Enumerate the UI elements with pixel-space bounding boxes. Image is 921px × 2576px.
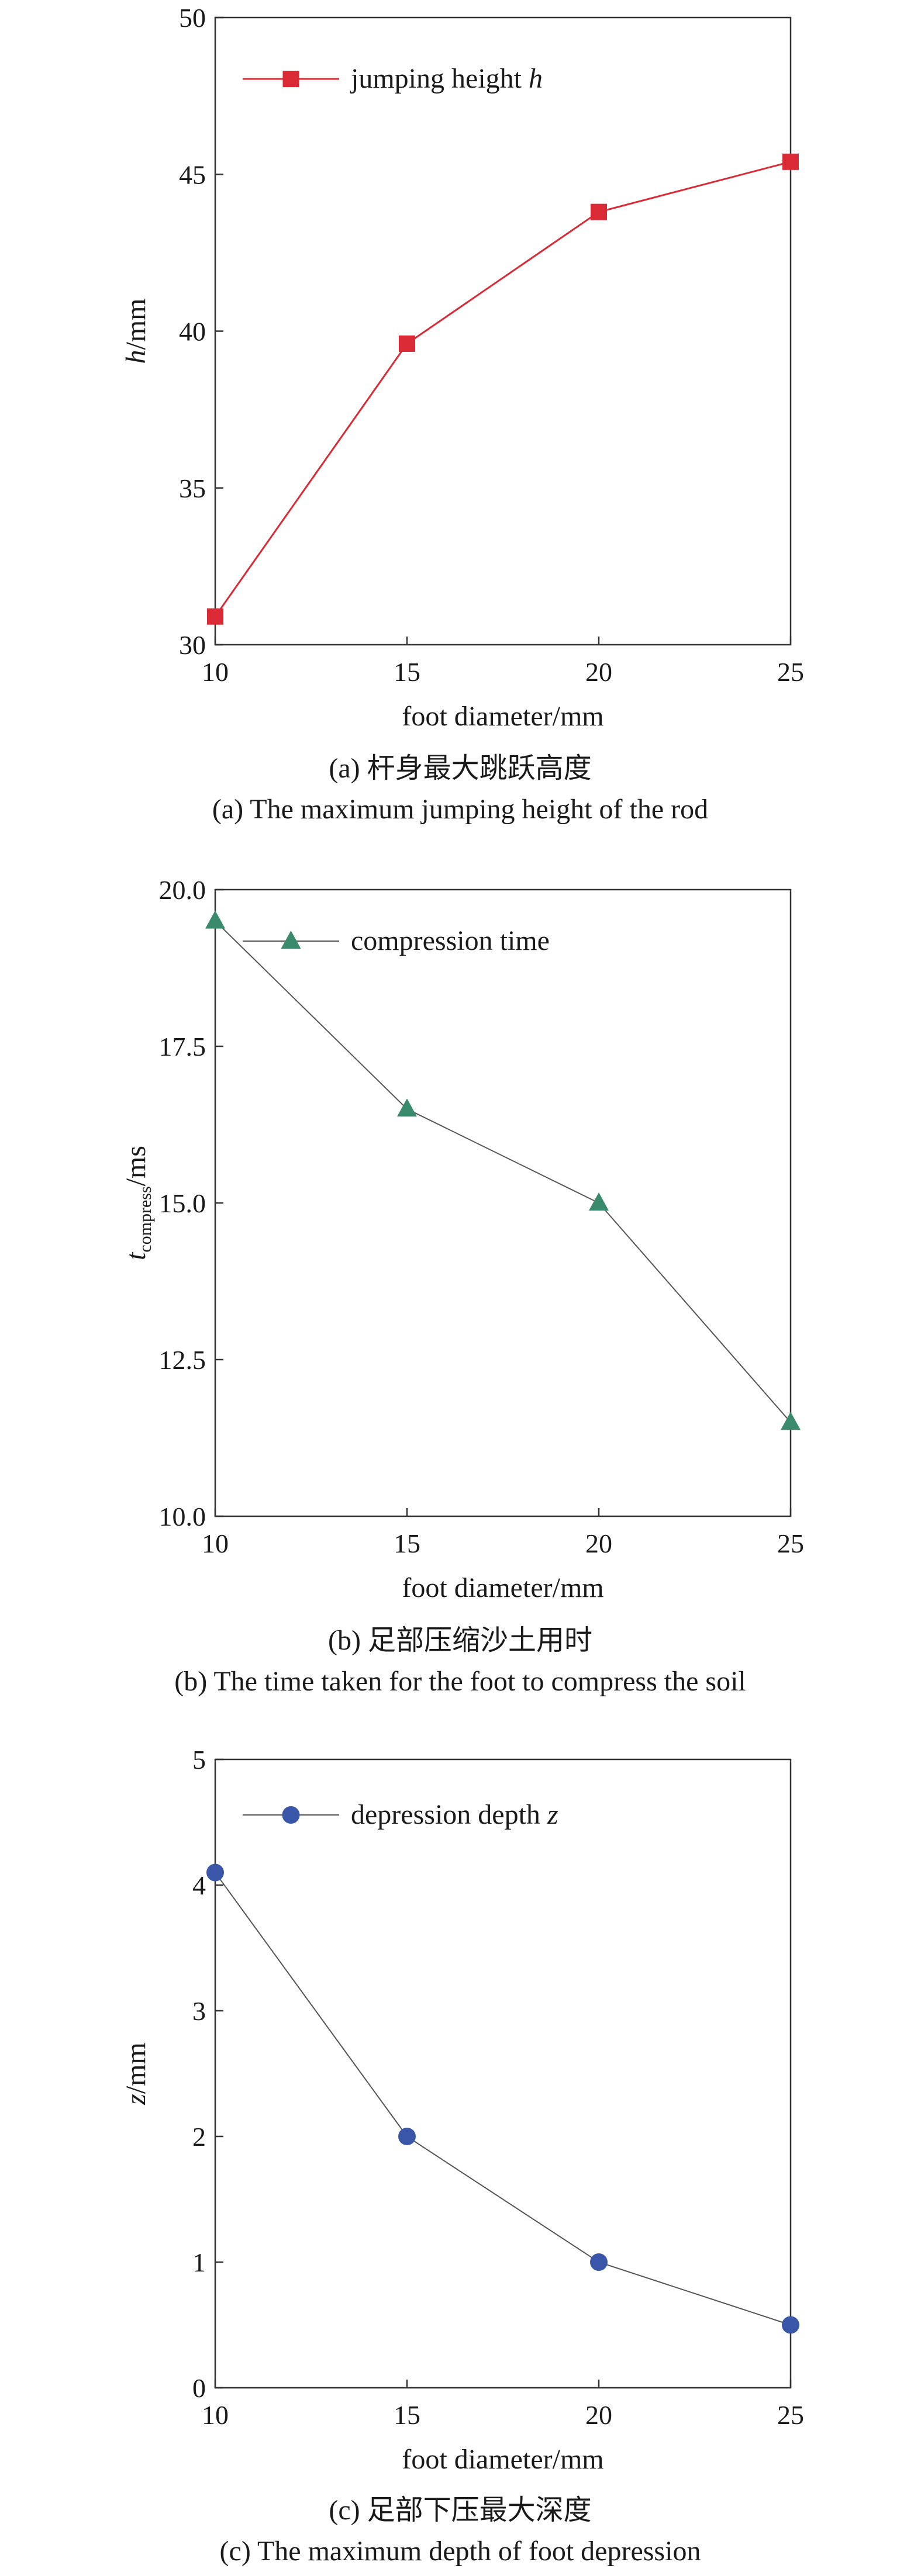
y-axis-unit: /ms bbox=[120, 1146, 151, 1186]
x-tick-label: 20 bbox=[585, 657, 612, 687]
legend-marker bbox=[282, 71, 299, 87]
data-point bbox=[781, 1412, 801, 1430]
y-tick-label: 35 bbox=[179, 473, 206, 503]
y-tick-label: 2 bbox=[192, 2122, 206, 2152]
x-tick-label: 10 bbox=[202, 2400, 229, 2430]
chart-panel-b: 10 15 20 25 10.0 12.5 15.0 17.5 20.0 foot diamete… bbox=[120, 875, 804, 1697]
x-tick-label: 20 bbox=[585, 2400, 612, 2430]
y-tick-label: 45 bbox=[179, 160, 206, 189]
series-line bbox=[215, 1872, 791, 2326]
data-point bbox=[589, 1192, 609, 1211]
x-tick-label: 25 bbox=[777, 657, 804, 687]
x-axis-label: foot diameter/mm bbox=[402, 1572, 603, 1603]
y-tick-label: 30 bbox=[179, 630, 206, 660]
y-tick-label: 3 bbox=[192, 1996, 206, 2026]
data-point bbox=[591, 203, 607, 220]
y-tick-label: 17.5 bbox=[159, 1032, 206, 1061]
y-tick-label: 4 bbox=[192, 1870, 206, 1900]
caption-en: (b) The time taken for the foot to compr… bbox=[174, 1666, 746, 1697]
chart-panel-c: 10 15 20 25 0 1 2 3 4 5 foot diameter/mm z/mm depres… bbox=[120, 1745, 804, 2567]
legend-label: jumping height h bbox=[350, 63, 543, 94]
x-axis-label: foot diameter/mm bbox=[402, 701, 603, 732]
legend-marker bbox=[282, 1806, 300, 1824]
legend-label-text: jumping height bbox=[350, 63, 529, 94]
y-axis-symbol: h bbox=[120, 350, 151, 364]
data-point bbox=[205, 910, 225, 929]
x-tick-label: 15 bbox=[394, 2400, 420, 2430]
plot-frame bbox=[214, 16, 792, 646]
y-axis-symbol: z bbox=[120, 2094, 151, 2105]
y-axis-unit: /mm bbox=[120, 298, 151, 350]
x-tick-label: 10 bbox=[202, 657, 229, 687]
y-tick-label: 15.0 bbox=[159, 1188, 206, 1218]
series-line bbox=[215, 920, 791, 1423]
y-axis-unit: /mm bbox=[120, 2042, 151, 2094]
legend-label-symbol: h bbox=[529, 63, 543, 94]
x-tick-label: 15 bbox=[394, 1529, 420, 1558]
y-axis-label: z/mm bbox=[120, 2042, 151, 2105]
x-tick-label: 20 bbox=[585, 1529, 612, 1558]
x-axis-label: foot diameter/mm bbox=[402, 2444, 603, 2475]
data-point bbox=[399, 335, 415, 352]
y-axis-symbol: t bbox=[120, 1251, 151, 1260]
caption-cn: (a) 杆身最大跳跃高度 bbox=[329, 753, 591, 784]
x-tick-label: 15 bbox=[394, 657, 420, 687]
caption-en: (a) The maximum jumping height of the ro… bbox=[212, 794, 708, 825]
plot-frame bbox=[214, 1758, 792, 2389]
y-axis-subscript: compress bbox=[136, 1186, 155, 1252]
data-point bbox=[782, 153, 799, 170]
y-tick-label: 40 bbox=[179, 317, 206, 347]
caption-cn: (c) 足部下压最大深度 bbox=[329, 2495, 591, 2526]
legend-label: compression time bbox=[351, 925, 550, 956]
x-tick-label: 25 bbox=[777, 1529, 804, 1558]
data-point bbox=[207, 608, 223, 625]
y-tick-label: 5 bbox=[192, 1745, 206, 1775]
series-line bbox=[214, 161, 791, 617]
y-axis-label: tcompress/ms bbox=[120, 1146, 155, 1260]
y-tick-label: 50 bbox=[179, 3, 206, 33]
data-point bbox=[398, 2128, 416, 2145]
y-tick-label: 12.5 bbox=[159, 1345, 206, 1375]
legend-label-text: depression depth bbox=[351, 1799, 547, 1830]
legend-label: depression depth z bbox=[351, 1799, 558, 1830]
caption-cn: (b) 足部压缩沙土用时 bbox=[328, 1625, 592, 1656]
y-tick-label: 20.0 bbox=[159, 875, 206, 905]
data-point bbox=[206, 1863, 224, 1882]
legend-label-symbol: z bbox=[547, 1799, 558, 1830]
y-tick-label: 0 bbox=[192, 2373, 206, 2403]
plot-frame bbox=[214, 888, 792, 1517]
y-axis-label: h/mm bbox=[120, 298, 151, 364]
y-tick-label: 1 bbox=[192, 2247, 206, 2277]
data-point bbox=[397, 1098, 417, 1117]
x-tick-label: 10 bbox=[202, 1529, 229, 1558]
x-tick-label: 25 bbox=[777, 2400, 804, 2430]
legend-marker bbox=[281, 931, 301, 949]
y-tick-label: 10.0 bbox=[159, 1502, 206, 1531]
chart-panel-a: 10 15 20 25 30 35 40 45 50 foot diameter/mm h/mm ju… bbox=[120, 3, 804, 825]
caption-en: (c) The maximum depth of foot depression bbox=[220, 2536, 701, 2567]
data-point bbox=[590, 2253, 608, 2271]
data-point bbox=[782, 2316, 799, 2334]
